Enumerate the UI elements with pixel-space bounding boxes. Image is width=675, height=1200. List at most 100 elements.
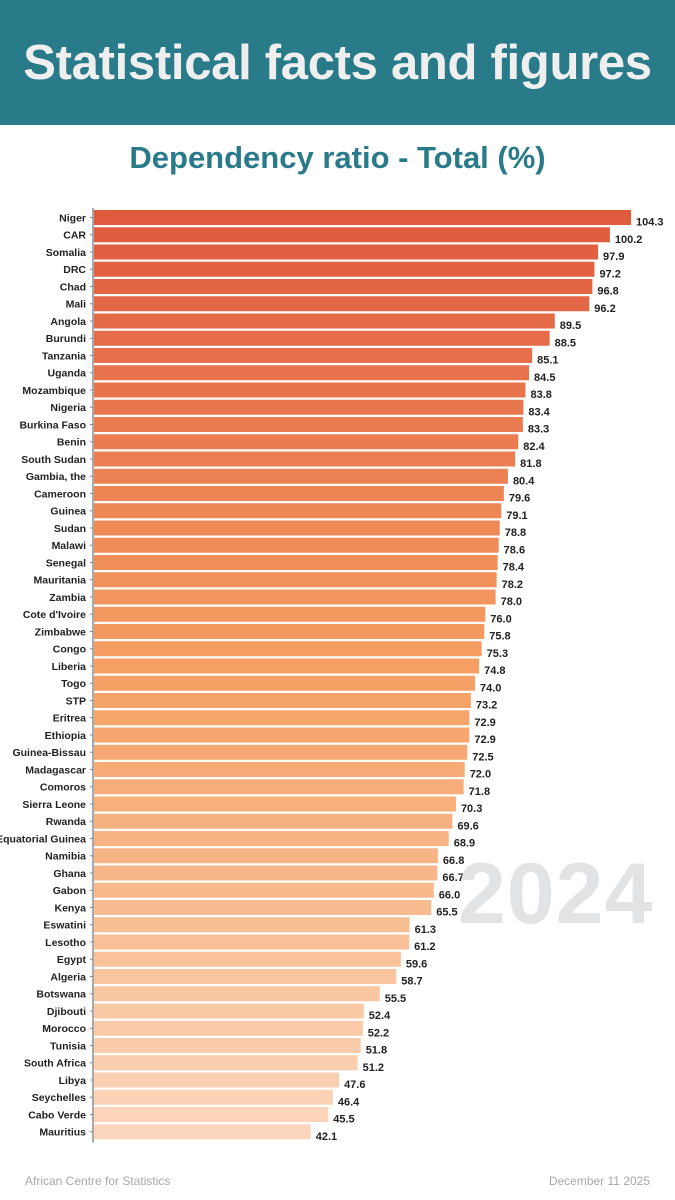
value-label: 69.6 [457,820,478,832]
category-label: Gambia, the [26,471,86,483]
chart-title: Dependency ratio - Total (%) [129,140,546,175]
category-label: South Africa [24,1058,86,1070]
value-label: 72.5 [472,751,493,763]
value-label: 61.2 [414,941,435,953]
value-label: 89.5 [560,320,581,332]
bar [94,279,593,294]
value-label: 58.7 [401,976,422,988]
footer-date: December 11 2025 [548,1174,650,1188]
category-label: Mozambique [22,385,86,397]
value-label: 72.9 [474,734,495,746]
value-label: 59.6 [406,958,427,970]
value-label: 97.2 [599,268,620,280]
value-label: 76.0 [490,613,511,625]
value-label: 96.8 [597,286,618,298]
bar [94,900,432,915]
category-label: Nigeria [50,402,86,414]
category-label: Cameroon [34,488,86,500]
category-label: Rwanda [46,816,86,828]
bar [94,313,555,329]
category-label: Congo [53,644,86,656]
value-label: 52.4 [369,1010,391,1022]
category-label: Mali [66,299,87,311]
value-label: 83.4 [528,406,550,418]
category-label: Comoros [40,782,86,794]
bar [94,486,504,501]
value-label: 42.1 [316,1131,337,1143]
header-banner: Statistical facts and figures [0,0,675,125]
value-label: 104.3 [636,217,664,229]
value-label: 73.2 [476,700,497,712]
value-label: 46.4 [338,1096,360,1108]
bar [94,934,410,950]
value-label: 70.3 [461,803,482,815]
category-label: South Sudan [21,454,86,466]
category-label: Tunisia [50,1040,86,1052]
bar [94,744,468,760]
category-label: Angola [50,316,86,328]
bar [94,330,550,346]
bar [94,848,438,864]
category-label: Benin [57,437,86,449]
category-label: Mauritius [39,1127,86,1139]
bar [94,865,438,881]
category-label: Senegal [46,557,86,569]
value-label: 78.4 [503,562,525,574]
category-label: Zimbabwe [35,626,87,638]
category-label: Djibouti [47,1006,86,1018]
value-label: 97.9 [603,251,624,263]
category-label: Ghana [53,868,86,880]
value-label: 78.0 [501,596,522,608]
bar [94,1124,311,1140]
category-label: Kenya [54,902,86,914]
category-label: Madagascar [25,764,86,776]
category-label: Eswatini [43,920,86,932]
value-label: 75.8 [489,631,510,643]
value-label: 68.9 [454,838,475,850]
bar [94,917,410,933]
bar [94,969,397,984]
category-label: Niger [59,212,86,224]
bar [94,503,502,519]
bar [94,882,434,898]
bar [94,589,496,605]
year-watermark: 2024 [458,846,654,942]
bar [94,727,470,743]
value-label: 51.2 [363,1062,384,1074]
value-label: 79.6 [509,493,530,505]
value-label: 55.5 [385,993,406,1005]
bar [94,555,498,570]
bar [94,348,533,363]
bar [94,1089,333,1105]
bar [94,693,471,708]
category-label: Liberia [52,661,87,673]
value-label: 83.8 [530,389,551,401]
bar [94,1107,329,1122]
value-label: 66.0 [439,889,460,901]
value-label: 79.1 [506,510,527,522]
category-label: Sierra Leone [22,799,86,811]
category-label: Chad [60,281,86,293]
bar [94,641,482,657]
value-label: 82.4 [523,441,545,453]
bar [94,658,480,674]
bar [94,606,486,622]
category-label: Equatorial Guinea [0,833,86,845]
value-label: 83.3 [528,424,549,436]
bar [94,986,380,1002]
category-label: Uganda [47,368,86,380]
category-label: Ethiopia [45,730,87,742]
category-label: Morocco [42,1023,86,1035]
category-label: Mauritania [33,575,86,587]
category-label: Guinea [50,506,86,518]
category-label: Egypt [57,954,87,966]
value-label: 71.8 [469,786,490,798]
category-label: CAR [63,230,86,242]
category-label: Zambia [49,592,86,604]
value-label: 88.5 [555,337,576,349]
bar [94,365,530,381]
value-label: 78.2 [502,579,523,591]
bar [94,813,453,829]
bar [94,831,449,846]
bar [94,762,465,777]
